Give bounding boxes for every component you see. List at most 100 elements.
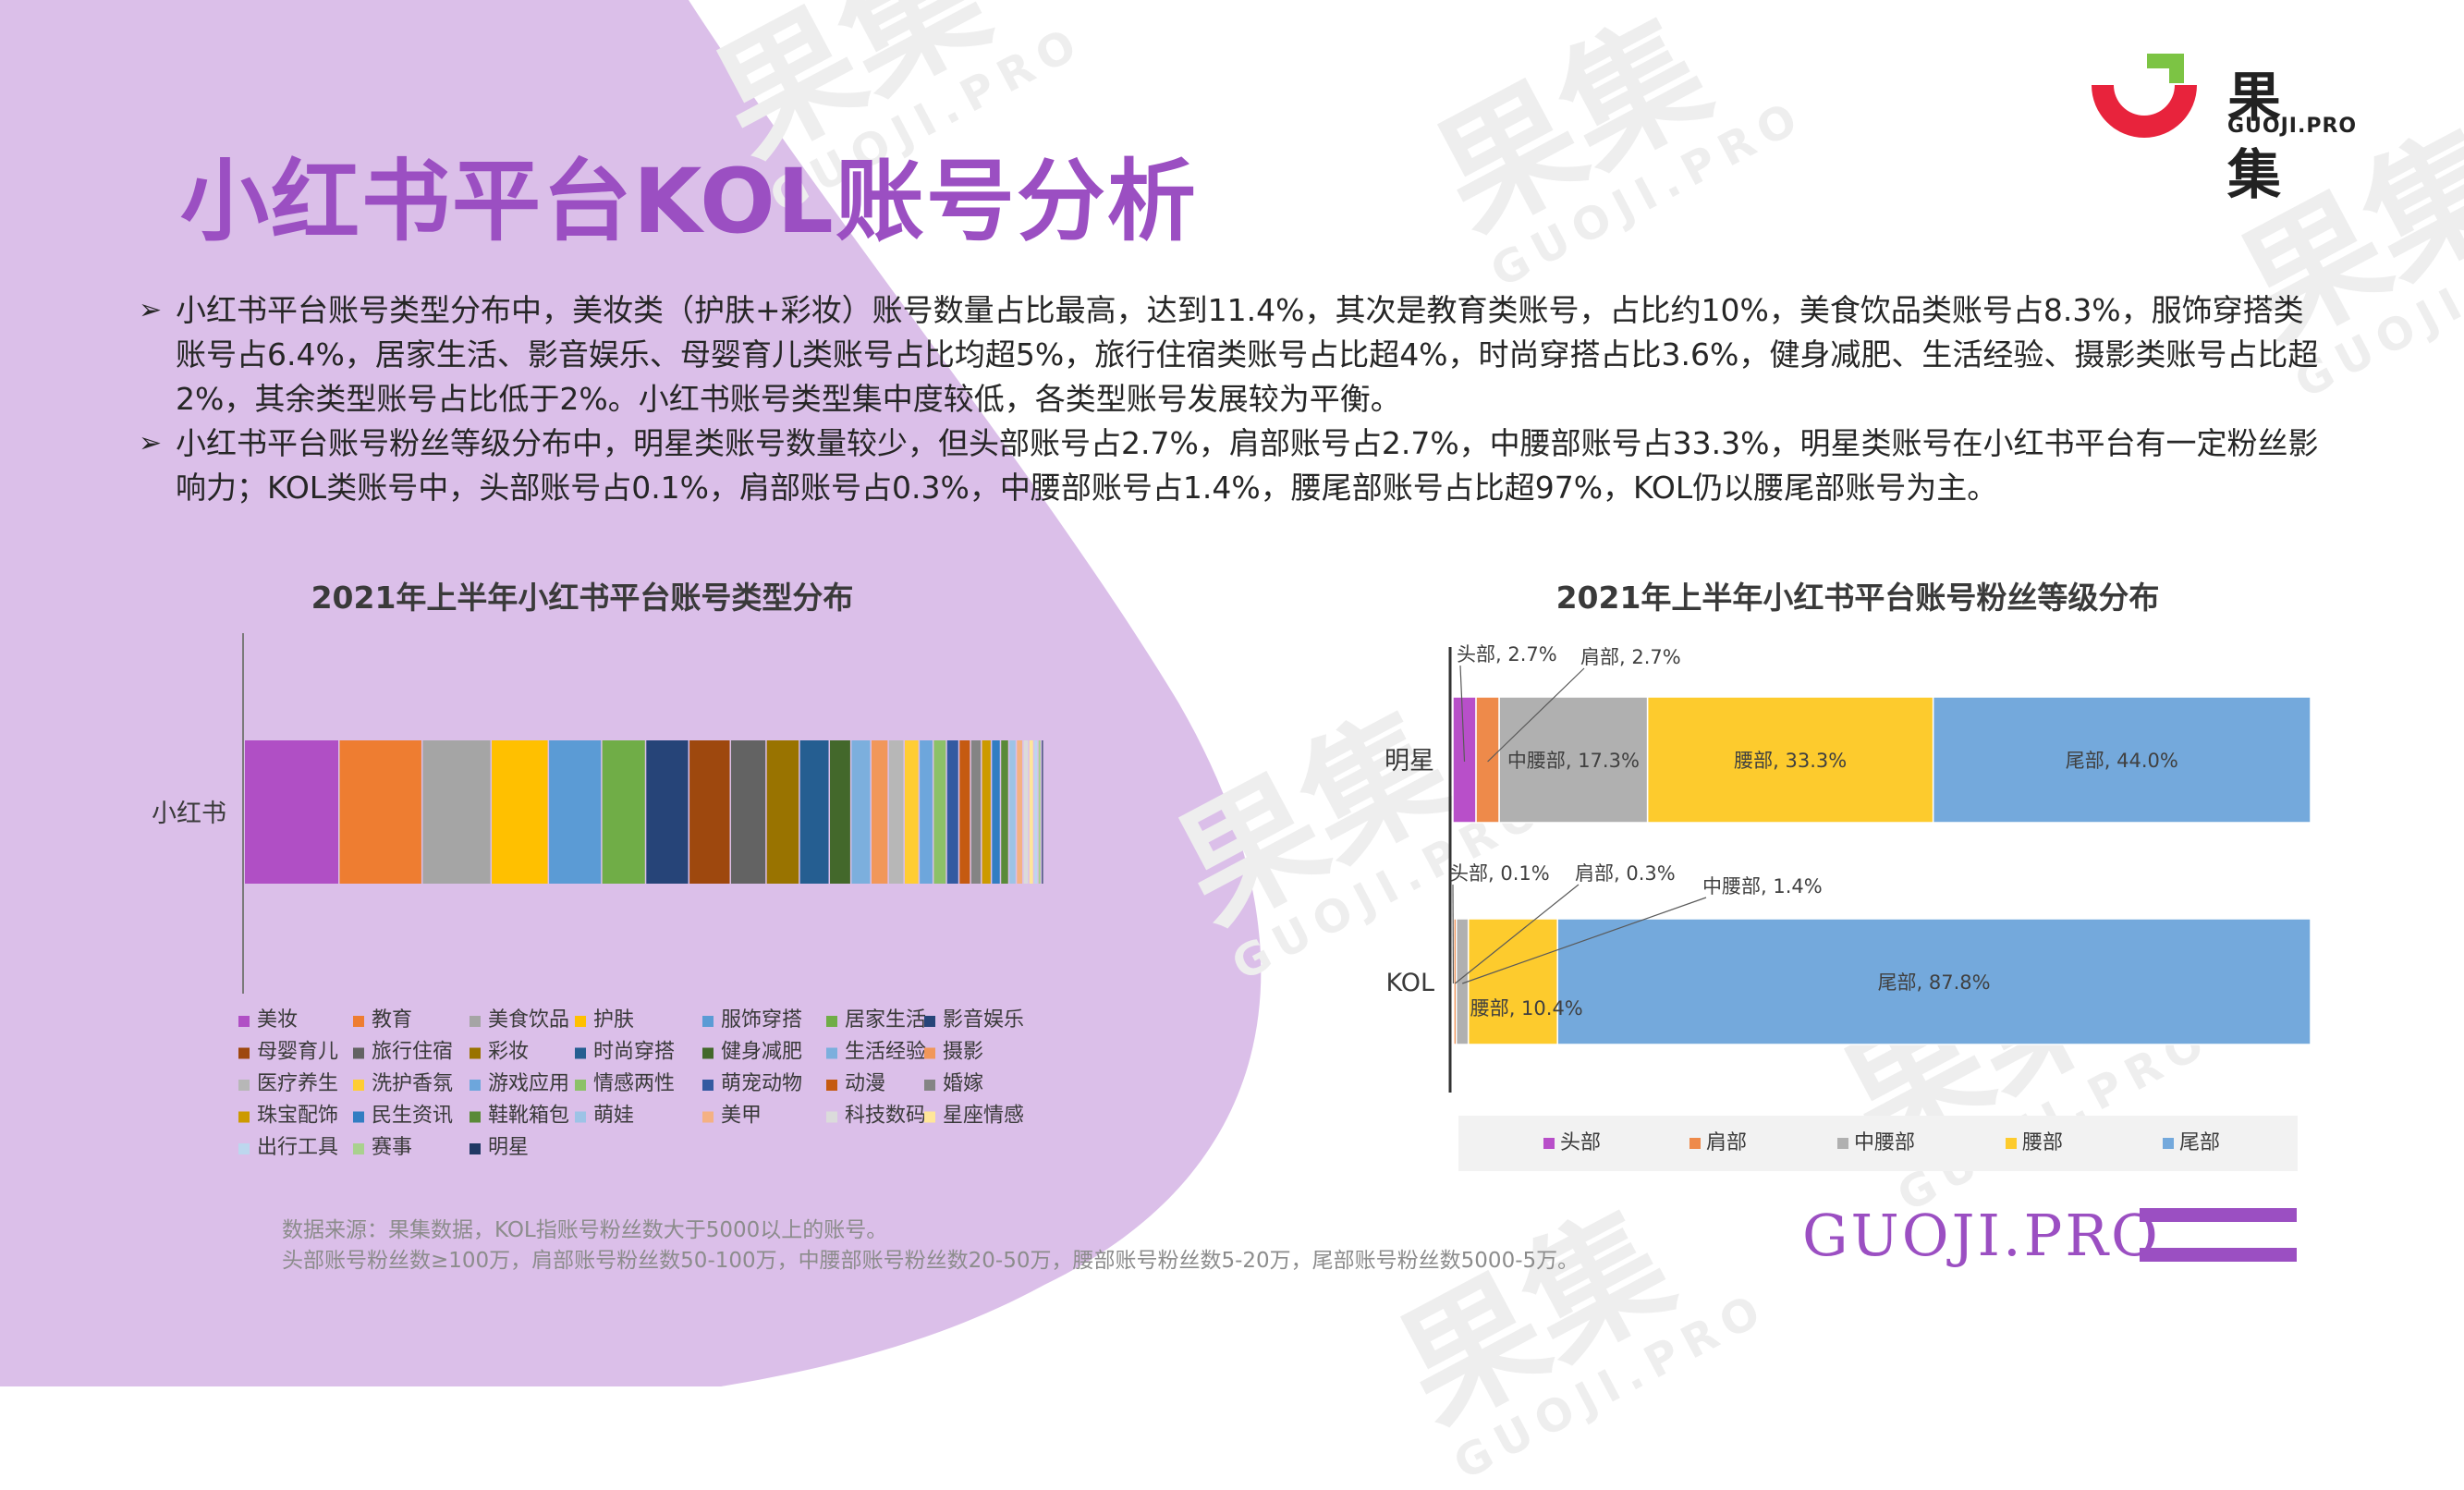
legend-label: 萌宠动物 [721,1072,802,1095]
data-label: 肩部, 2.7% [1580,646,1681,668]
category-label: 明星 [1384,747,1434,776]
legend-label: 珠宝配饰 [257,1105,338,1128]
bar-segment [933,740,945,884]
bar-segment [1024,740,1029,884]
legend-label: 美妆 [257,1008,298,1032]
legend-swatch [575,1112,586,1123]
bar-segment [920,740,933,884]
legend-label: 星座情感 [943,1105,1024,1128]
legend-swatch [470,1080,481,1091]
logo-subtitle: GUOJI.PRO [2227,115,2357,138]
legend-label: 服饰穿搭 [721,1008,802,1032]
legend-swatch [470,1048,481,1059]
legend-label: 洗护香氛 [372,1072,453,1095]
legend-swatch [702,1112,714,1123]
brand-bar [2140,1208,2297,1222]
arrow-bullet-icon: ➢ [139,288,162,333]
legend-label: 居家生活 [845,1008,926,1032]
legend-swatch [826,1048,837,1059]
brand-bar [2140,1248,2297,1262]
bar-segment [1001,740,1007,884]
category-label: KOL [1385,969,1434,997]
bar-segment [992,740,999,884]
brand-text: GUOJI.PRO [1802,1202,2161,1269]
legend-swatch [924,1016,935,1027]
legend-label: 美食饮品 [488,1008,569,1032]
bar-segment [971,740,981,884]
legend-label: 中腰部 [1854,1131,1915,1154]
bar-segment [1039,740,1041,884]
legend-label: 明星 [488,1136,529,1159]
data-label: 头部, 0.1% [1449,862,1550,885]
page-title: 小红书平台KOL账号分析 [180,129,1198,258]
bullet-item: ➢ 小红书平台账号类型分布中，美妆类（护肤+彩妆）账号数量占比最高，达到11.4… [139,288,2320,421]
bar-segment [340,740,421,884]
legend-swatch [575,1080,586,1091]
legend-swatch [702,1048,714,1059]
legend-swatch [2163,1138,2174,1149]
legend-swatch [924,1048,935,1059]
bullet-text: 小红书平台账号粉丝等级分布中，明星类账号数量较少，但头部账号占2.7%，肩部账号… [176,425,2319,506]
legend-swatch [238,1016,250,1027]
legend-swatch [924,1112,935,1123]
data-label: 中腰部, 17.3% [1507,750,1640,772]
bar-segment [889,740,904,884]
bar-segment [947,740,958,884]
bullet-list: ➢ 小红书平台账号类型分布中，美妆类（护肤+彩妆）账号数量占比最高，达到11.4… [139,288,2320,510]
legend-swatch [2006,1138,2017,1149]
legend-swatch [238,1112,250,1123]
bar-segment [422,740,490,884]
legend-swatch [238,1143,250,1154]
bar-segment [767,740,799,884]
legend-label: 腰部 [2022,1131,2063,1154]
legend-label: 出行工具 [257,1136,338,1159]
bar-segment [603,740,645,884]
data-label: 中腰部, 1.4% [1702,875,1823,898]
legend-label: 头部 [1560,1131,1601,1154]
legend-label: 婚嫁 [943,1072,983,1095]
bar-segment [1034,740,1037,884]
bar-segment [982,740,991,884]
bullet-text: 小红书平台账号类型分布中，美妆类（护肤+彩妆）账号数量占比最高，达到11.4%，… [176,292,2318,417]
legend-label: 医疗养生 [257,1072,338,1095]
legend-swatch [1689,1138,1701,1149]
guoji-logo-icon [2084,46,2204,148]
legend-swatch [826,1112,837,1123]
legend-label: 影音娱乐 [943,1008,1024,1032]
legend-swatch [1837,1138,1848,1149]
legend-label: 萌娃 [593,1105,634,1128]
legend-swatch [470,1143,481,1154]
legend-label: 赛事 [372,1136,412,1159]
bar-segment [492,740,548,884]
bar-segment [245,740,338,884]
legend-label: 尾部 [2179,1131,2220,1154]
bar-segment [872,740,887,884]
data-label: 尾部, 44.0% [2066,750,2178,772]
legend-swatch [575,1016,586,1027]
legend-swatch [924,1080,935,1091]
legend-label: 旅行住宿 [372,1041,453,1064]
bar-segment [731,740,765,884]
bar-segment [1042,740,1043,884]
legend-label: 民生资讯 [372,1105,453,1128]
bar-segment [800,740,829,884]
source-note: 数据来源：果集数据，KOL指账号粉丝数大于5000以上的账号。 [282,1215,1579,1246]
bar-segment [959,740,970,884]
legend-label: 动漫 [845,1072,885,1095]
legend-label: 健身减肥 [721,1041,802,1064]
definition-note: 头部账号粉丝数≥100万，肩部账号粉丝数50-100万，中腰部账号粉丝数20-5… [282,1246,1579,1276]
legend-swatch [470,1016,481,1027]
logo: 果集 GUOJI.PRO [2084,46,2324,148]
data-label: 头部, 2.7% [1457,643,1557,666]
fan-level-chart: 明星中腰部, 17.3%腰部, 33.3%尾部, 44.0%头部, 2.7%肩部… [1368,638,2329,1183]
bar-segment [851,740,870,884]
legend-label: 科技数码 [845,1105,926,1128]
legend-swatch [826,1080,837,1091]
bar-segment [1009,740,1016,884]
bar-segment [1017,740,1022,884]
legend-label: 美甲 [721,1105,762,1128]
legend-label: 护肤 [593,1008,634,1032]
data-label: 尾部, 87.8% [1878,971,1991,994]
account-type-chart: 小红书美妆教育美食饮品护肤服饰穿搭居家生活影音娱乐母婴育儿旅行住宿彩妆时尚穿搭健… [129,624,1091,1179]
legend-swatch [353,1112,364,1123]
